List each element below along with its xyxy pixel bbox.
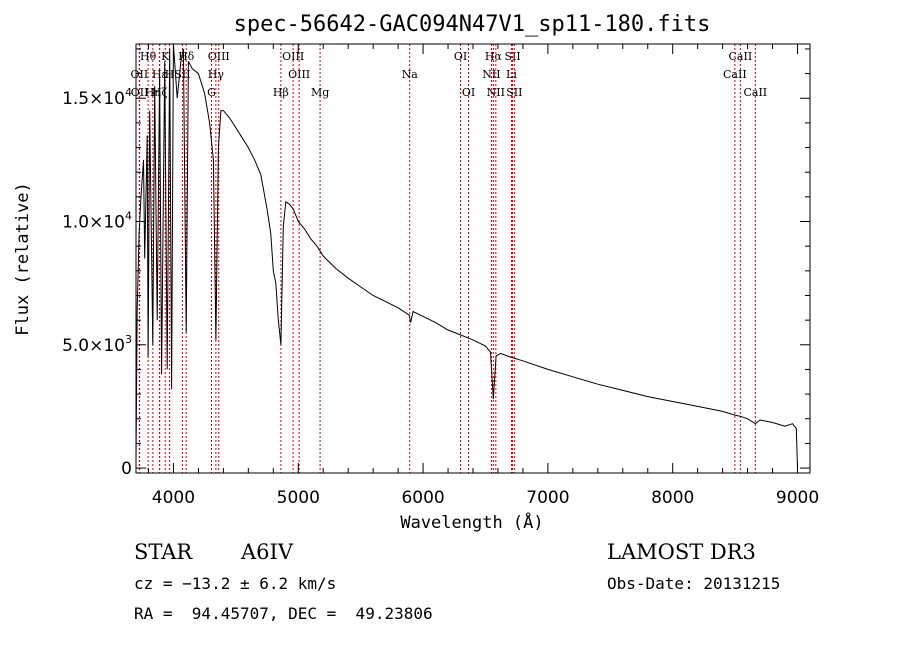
spectral-line-label: OIII [208, 50, 230, 63]
spectral-line-label: CaII [723, 68, 747, 81]
spectral-line-label: Hβ [273, 86, 289, 99]
spectral-line-label: OI [462, 86, 475, 99]
spectral-line-label: K [161, 50, 170, 63]
spectrum-line [135, 43, 798, 469]
x-tick-label: 5000 [277, 488, 320, 508]
spectral-line-label: Na [402, 68, 419, 81]
spectral-line-label: Mg [311, 86, 329, 99]
x-tick-label: 6000 [401, 488, 444, 508]
spectral-line-label: NII [482, 68, 500, 81]
y-tick-label: 1.0×104 [62, 210, 132, 233]
spectral-line-label: SII [174, 68, 190, 81]
y-tick-exponent: 4 [125, 210, 132, 223]
x-tick-label: 4000 [152, 488, 195, 508]
x-tick-label: 8000 [651, 488, 694, 508]
redshift-velocity: cz = −13.2 ± 6.2 km/s [134, 574, 337, 593]
spectral-line-label: Li [506, 68, 517, 81]
spectral-line-label: Hη [145, 86, 161, 99]
spectral-line-label: OI [454, 50, 467, 63]
axis-ticks: 4000 5000 6000 7000 8000 900005.0×1031.0×1041… [62, 44, 819, 508]
y-tick-exponent: 3 [125, 333, 132, 346]
y-tick-mantissa: 1.5×10 [62, 89, 125, 109]
y-tick-mantissa: 1.0×10 [62, 213, 125, 233]
y-tick-label: 0 [121, 459, 132, 479]
spectral-line-label: CaII [729, 50, 753, 63]
y-tick-mantissa: 0 [121, 459, 132, 479]
ra-dec: RA = 94.45707, DEC = 49.23806 [134, 604, 433, 623]
spectral-line-label: OIII [282, 50, 304, 63]
x-axis-label: Wavelength (Å) [400, 511, 543, 533]
spectral-line-label: OII [131, 86, 149, 99]
spectral-line-label: Hγ [208, 68, 225, 81]
chart-title: spec-56642-GAC094N47V1_sp11-180.fits [234, 12, 711, 37]
spectral-line-label: Hθ [140, 50, 157, 63]
spectral-line-label: SII [504, 50, 520, 63]
spectral-line-label: CaII [743, 86, 767, 99]
y-tick-exponent: 4 [125, 86, 132, 99]
y-axis-label: Flux (relative) [13, 182, 33, 336]
y-tick-label: 5.0×103 [62, 333, 132, 356]
obs-date: Obs-Date: 20131215 [607, 574, 781, 593]
spectral-line-label: SII [506, 86, 522, 99]
x-tick-label: 7000 [526, 488, 569, 508]
spectral-line-label: NII [487, 86, 505, 99]
spectral-line-label: G [207, 86, 216, 99]
spectral-line-label: OII [131, 68, 149, 81]
object-class: STAR [134, 540, 193, 564]
spectral-line-label: Hα [485, 50, 503, 63]
survey-name: LAMOST DR3 [607, 540, 756, 564]
y-tick-label: 1.5×104 [62, 86, 132, 109]
spectral-line-label: OIII [288, 68, 310, 81]
x-tick-label: 9000 [776, 488, 819, 508]
object-subclass: A6IV [241, 540, 293, 564]
y-tick-mantissa: 5.0×10 [62, 336, 125, 356]
